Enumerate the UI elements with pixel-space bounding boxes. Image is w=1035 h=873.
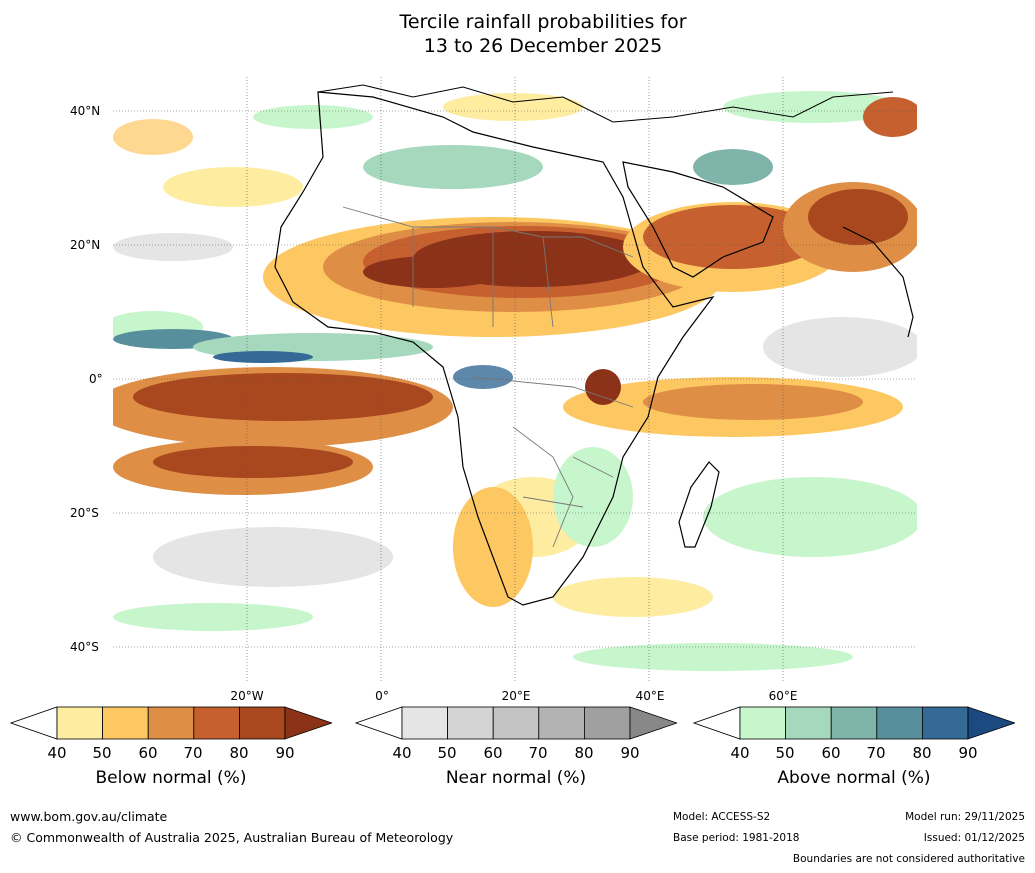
- footer-issued: Issued: 01/12/2025: [923, 832, 1025, 844]
- above-color-box: [785, 706, 832, 740]
- india-coastline: [842, 226, 914, 338]
- above-tick: 90: [958, 744, 978, 762]
- near-color-box: [538, 706, 585, 740]
- footer-model-run: Model run: 29/11/2025: [905, 811, 1025, 823]
- footer-model: Model: ACCESS-S2: [673, 811, 771, 823]
- lat-label-20s: 20°S: [70, 506, 99, 520]
- lat-label-0: 0°: [89, 372, 103, 386]
- below-color-box: [102, 706, 149, 740]
- lat-label-40n: 40°N: [70, 104, 101, 118]
- title-line-2: 13 to 26 December 2025: [423, 35, 663, 57]
- madagascar-coastline: [678, 461, 720, 548]
- above-tick: 40: [730, 744, 750, 762]
- near-tick: 40: [392, 744, 412, 762]
- above-tick: 60: [821, 744, 841, 762]
- below-color-box: [238, 706, 286, 740]
- europe-coastline: [317, 84, 894, 123]
- near-tick: 50: [437, 744, 457, 762]
- lon-label-0: 0°: [375, 689, 389, 703]
- above-high-extend: [967, 706, 1015, 740]
- footer-copyright: © Commonwealth of Australia 2025, Austra…: [10, 830, 454, 845]
- below-low-extend: [10, 706, 58, 740]
- below-tick: 90: [275, 744, 295, 762]
- below-normal-colorbar: [10, 706, 332, 740]
- below-tick: 40: [47, 744, 67, 762]
- below-tick: 80: [229, 744, 249, 762]
- above-color-box: [739, 706, 786, 740]
- map-canvas: [113, 77, 917, 681]
- footer-base-period: Base period: 1981-2018: [673, 832, 800, 844]
- lon-label-20e: 20°E: [501, 689, 531, 703]
- near-tick: 80: [574, 744, 594, 762]
- above-tick: 80: [912, 744, 932, 762]
- near-tick: 60: [483, 744, 503, 762]
- lon-label-60e: 60°E: [768, 689, 798, 703]
- above-tick: 50: [775, 744, 795, 762]
- forecast-map: [113, 77, 917, 681]
- below-high-extend: [284, 706, 332, 740]
- above-normal-title: Above normal (%): [777, 768, 931, 788]
- footer-url: www.bom.gov.au/climate: [10, 809, 168, 824]
- footer-disclaimer: Boundaries are not considered authoritat…: [792, 853, 1025, 865]
- above-normal-colorbar: [693, 706, 1015, 740]
- near-normal-title: Near normal (%): [445, 768, 587, 788]
- country-borders: [342, 206, 634, 548]
- near-tick: 90: [620, 744, 640, 762]
- title-line-1: Tercile rainfall probabilities for: [399, 11, 687, 33]
- below-tick: 50: [92, 744, 112, 762]
- above-low-extend: [693, 706, 741, 740]
- lon-label-20w: 20°W: [230, 689, 264, 703]
- above-tick: 70: [866, 744, 886, 762]
- near-normal-colorbar: [355, 706, 677, 740]
- above-color-box: [830, 706, 878, 740]
- near-color-box: [447, 706, 494, 740]
- near-low-extend: [355, 706, 403, 740]
- near-color-box: [401, 706, 448, 740]
- atlantic-dry-band: [113, 365, 903, 607]
- map-title: Tercile rainfall probabilities for 13 to…: [0, 10, 1035, 58]
- below-color-box: [193, 706, 240, 740]
- below-tick: 70: [183, 744, 203, 762]
- above-color-box: [876, 706, 923, 740]
- below-tick: 60: [138, 744, 158, 762]
- graticule: [113, 77, 917, 681]
- lat-label-20n: 20°N: [70, 238, 101, 252]
- lat-label-40s: 40°S: [70, 640, 99, 654]
- lon-label-40e: 40°E: [635, 689, 665, 703]
- below-color-box: [56, 706, 103, 740]
- below-normal-title: Below normal (%): [95, 768, 247, 788]
- near-tick: 70: [528, 744, 548, 762]
- near-color-box: [492, 706, 540, 740]
- above-color-box: [921, 706, 969, 740]
- near-high-extend: [629, 706, 677, 740]
- arabia-coastline: [622, 161, 774, 278]
- below-color-box: [147, 706, 195, 740]
- africa-coastline: [274, 91, 715, 606]
- near-color-box: [583, 706, 631, 740]
